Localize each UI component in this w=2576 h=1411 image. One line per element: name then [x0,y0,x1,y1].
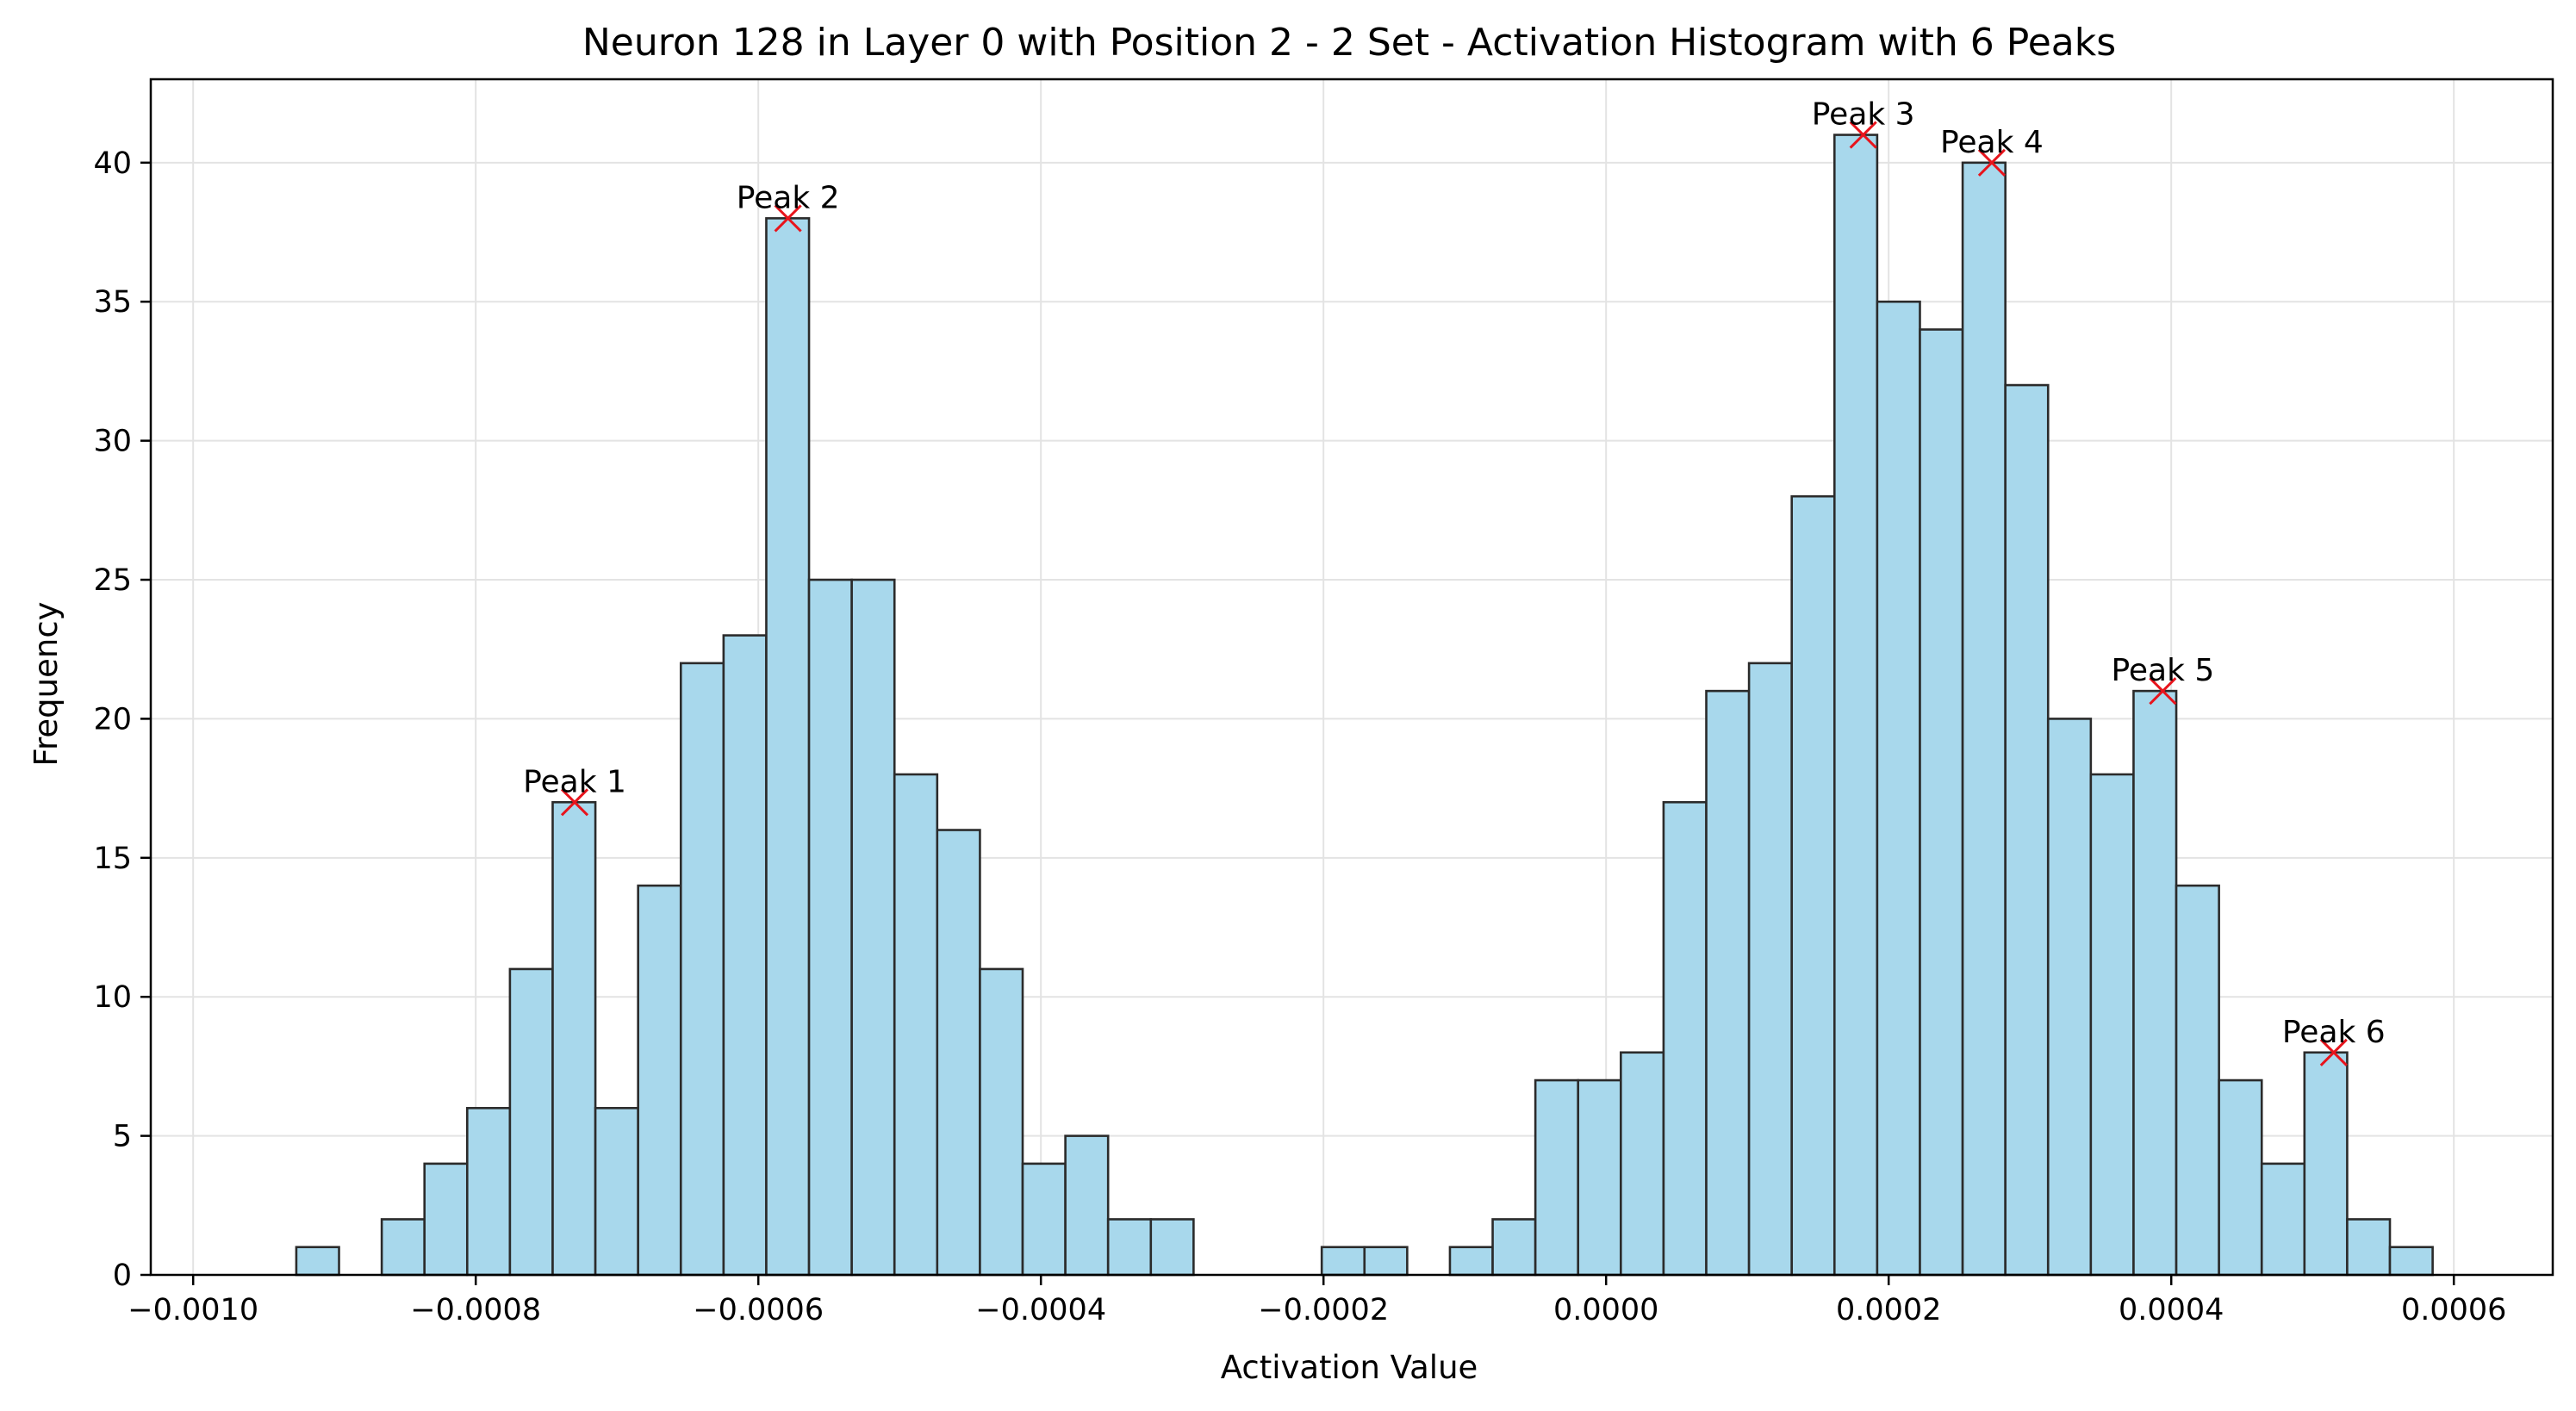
peak-marker [2319,1038,2348,1066]
x-tick-label: 0.0006 [2401,1293,2506,1327]
histogram-bar [1961,161,2007,1277]
histogram-bar [1491,1218,1537,1277]
histogram-bar [765,217,811,1277]
y-tick-label: 15 [93,842,132,876]
x-tick-label: 0.0000 [1553,1293,1658,1327]
y-tick-label: 25 [93,563,132,598]
peak-marker [774,204,802,233]
x-tick-label: −0.0002 [1258,1293,1389,1327]
histogram-bar [679,662,725,1277]
peak-marker [560,788,589,817]
y-tick-label: 30 [93,425,132,459]
histogram-bar [380,1218,426,1277]
histogram-bar [936,829,981,1277]
histogram-bar [295,1246,340,1277]
histogram-bar [2260,1162,2306,1277]
peak-marker [1977,148,2006,177]
y-axis-label: Frequency [28,601,65,766]
histogram-bar [893,773,939,1277]
y-tick-label: 35 [93,285,132,320]
histogram-bar [2303,1051,2349,1277]
histogram-bar [1662,800,1708,1277]
histogram-bar [1448,1246,1494,1277]
histogram-bar [2175,884,2220,1277]
histogram-bar [2346,1218,2392,1277]
peak-label: Peak 6 [2282,1015,2386,1050]
x-tick-label: −0.0008 [410,1293,541,1327]
histogram-bar [423,1162,469,1277]
peak-marker [1849,121,1877,149]
histogram-bar [1106,1218,1153,1277]
histogram-bar [1832,134,1879,1277]
x-tick-label: 0.0004 [2119,1293,2224,1327]
peak-markers: Peak 1 Peak 2 Peak 3 Peak 4 Peak 5 Peak 6 [523,97,2386,1066]
x-tick-label: −0.0010 [128,1293,258,1327]
y-tick-label: 10 [93,980,132,1015]
histogram-bar [508,967,554,1277]
histogram-bar [1919,328,1964,1277]
y-tick-label: 5 [113,1120,132,1154]
histogram-bar [551,800,597,1277]
histogram-bar [1620,1051,1665,1277]
histogram-bar [1577,1078,1622,1277]
plot-frame [149,78,2554,1277]
histogram-bar [2132,689,2178,1277]
histogram-bar [594,1107,639,1277]
peak-label: Peak 2 [737,180,840,215]
y-tick-label: 40 [93,146,132,181]
x-tick-label: −0.0004 [975,1293,1106,1327]
peak-label: Peak 3 [1812,97,1915,133]
histogram-bar [1064,1134,1110,1277]
histogram-bar [2046,718,2093,1277]
axis-ticks: −0.0010 −0.0008 −0.0006 −0.0004 −0.0002 0.000… [93,146,2506,1327]
histogram-bar [1747,662,1793,1277]
histogram-bar [465,1107,512,1277]
histogram-bar [1021,1162,1067,1277]
peak-label: Peak 5 [2111,653,2214,688]
histogram-bar [2004,383,2050,1277]
peak-label: Peak 1 [523,764,626,799]
histogram-bar [2388,1246,2434,1277]
peak-label: Peak 4 [1940,125,2044,160]
chart-title: Neuron 128 in Layer 0 with Position 2 - … [582,21,2116,65]
histogram-bar [1790,494,1836,1277]
histogram-bar [637,884,682,1277]
x-tick-label: 0.0002 [1836,1293,1941,1327]
histogram-bar [850,578,896,1277]
histogram-bar [1705,689,1751,1277]
histogram-bar [979,967,1024,1277]
y-tick-label: 0 [113,1259,132,1293]
histogram-bar [2089,773,2135,1277]
x-axis-label: Activation Value [1221,1349,1478,1386]
histogram-bar [1363,1246,1409,1277]
histogram-bar [2218,1078,2263,1277]
y-tick-label: 20 [93,702,132,737]
histogram-bar [1534,1078,1580,1277]
histogram-bar [722,634,768,1277]
histogram-bar [1320,1246,1366,1277]
histogram-bar [1876,300,1921,1277]
histogram-bar [807,578,853,1277]
histogram-bars [295,134,2434,1277]
x-tick-label: −0.0006 [693,1293,824,1327]
peak-marker [2149,677,2177,706]
histogram-bar [1149,1218,1195,1277]
